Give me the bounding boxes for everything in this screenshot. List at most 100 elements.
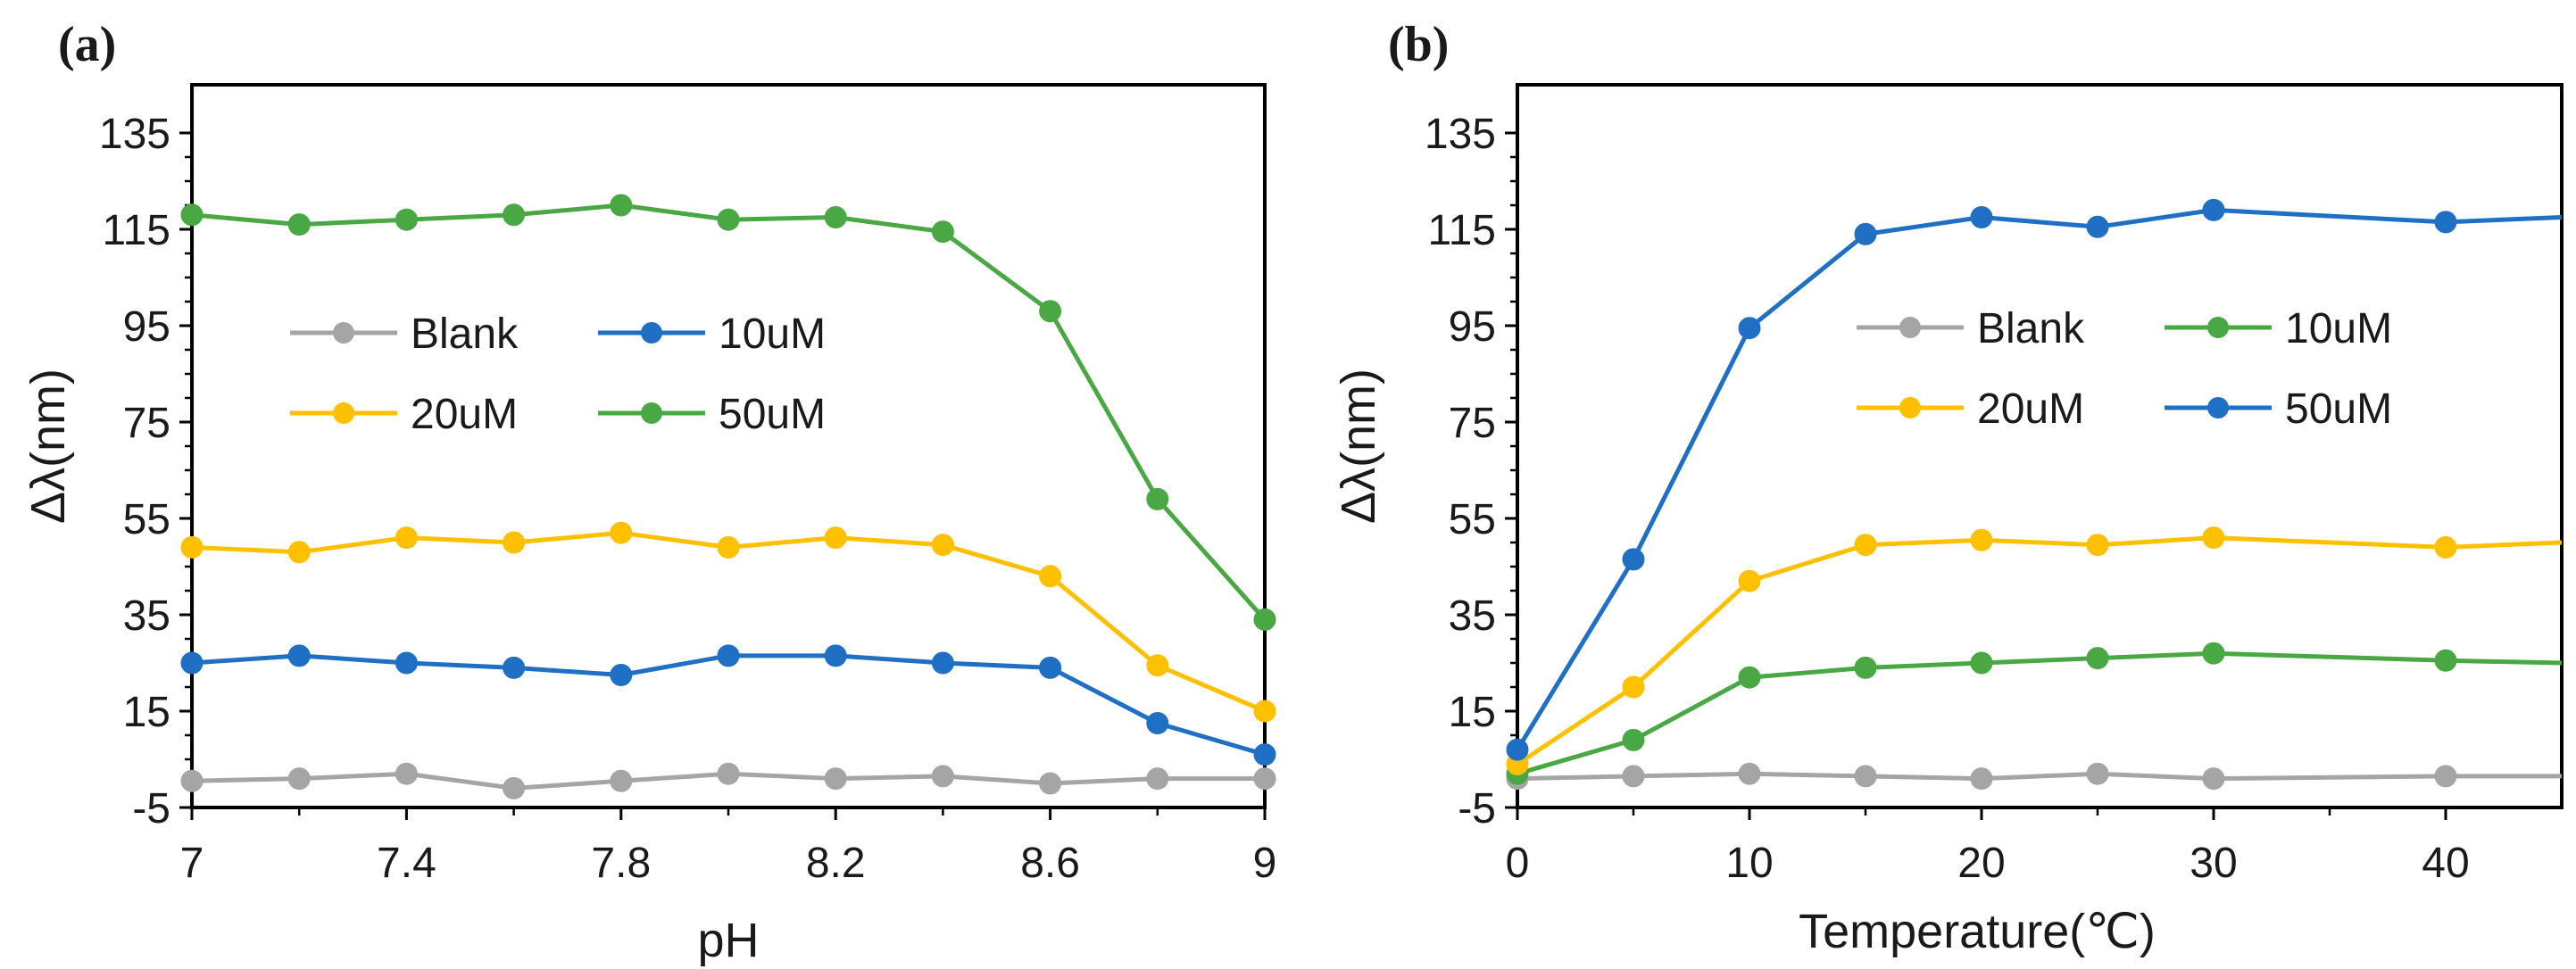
data-point [825,768,846,790]
legend-swatch-marker [2207,397,2229,418]
y-axis-title: Δλ(nm) [21,369,75,524]
data-point [825,527,846,549]
data-point [1507,739,1528,760]
legend-label: Blank [411,311,519,358]
data-point [395,652,417,674]
data-point [2435,536,2456,558]
data-point [1971,652,1992,674]
data-point [611,195,632,216]
data-point [288,214,310,236]
chart-panel-b: (b) -5 15 35 55 75 95 115 135 0 10 20 30 40 Temperatur… [1332,17,2562,958]
data-point [932,534,953,556]
y-tick-label: 95 [123,303,170,351]
data-point [2087,763,2108,784]
data-point [1040,773,1061,794]
x-tick-label: 40 [2422,840,2469,887]
y-tick-label: 135 [1425,111,1496,158]
data-point [1147,768,1168,790]
data-point [2203,527,2224,549]
panel-label: (a) [58,17,116,72]
data-point [181,770,203,791]
y-tick-label: 75 [1449,400,1496,447]
data-point [2087,216,2108,237]
legend-label: 50uM [2285,385,2392,433]
data-point [2203,642,2224,664]
data-point [288,645,310,667]
y-tick-label: 115 [1427,207,1496,254]
data-point [1040,301,1061,322]
data-point [932,652,953,674]
data-point [2203,768,2224,790]
legend-item-50um: 50uM [2165,385,2392,433]
data-point [1254,609,1276,630]
data-point [718,763,739,784]
data-point [1040,657,1061,678]
data-point [1040,566,1061,587]
x-tick-label: 9 [1253,840,1277,887]
y-tick-label: 55 [1449,496,1496,543]
y-tick-label: 55 [123,496,170,543]
data-point [611,770,632,791]
data-point [1855,657,1876,678]
data-point [718,209,739,230]
data-point [1971,529,1992,551]
series-line-10um [192,656,1265,755]
y-axis-title: Δλ(nm) [1332,369,1385,524]
x-tick-label: 10 [1725,840,1773,887]
data-point [932,221,953,243]
data-point [1971,768,1992,790]
panel-label: (b) [1388,17,1449,72]
x-tick-label: 20 [1957,840,2005,887]
data-point [611,522,632,543]
legend-swatch-marker [333,402,354,424]
data-point [1623,676,1644,698]
plot-frame [1517,85,2562,808]
data-point [1855,766,1876,787]
data-point [395,763,417,784]
data-point [1623,766,1644,787]
data-point [1623,729,1644,750]
x-tick-label: 7 [180,840,204,887]
data-point [1855,223,1876,244]
y-tick-label: 115 [102,207,170,254]
x-axis-title: Temperature(℃) [1799,905,2156,958]
legend-swatch-marker [1899,397,1921,418]
legend-swatch-marker [333,322,354,344]
data-point [503,204,525,226]
legend-label: 20uM [1977,385,2084,433]
legend-swatch-marker [641,322,662,344]
data-point [2087,648,2108,669]
data-point [1254,768,1276,790]
legend-item-10um: 10uM [598,311,826,358]
data-point [825,207,846,228]
data-point [1971,207,1992,228]
data-point [2435,766,2456,787]
series-line-20um [192,533,1265,711]
series-line-blank [1517,774,2562,778]
legend-item-blank: Blank [1857,305,2085,352]
data-point [1739,318,1760,339]
data-point [181,536,203,558]
x-tick-label: 30 [2190,840,2237,887]
y-tick-label: 15 [1449,689,1496,736]
series-line-20um [1517,538,2562,765]
legend-item-20um: 20uM [1857,385,2084,433]
x-tick-label: 7.4 [377,840,436,887]
series-line-50um [1517,210,2562,750]
data-point [2203,199,2224,220]
y-tick-label: 95 [1449,303,1496,351]
data-point [1739,570,1760,592]
legend-item-50um: 50uM [598,391,826,438]
data-point [825,645,846,667]
data-point [1739,667,1760,688]
data-point [718,645,739,667]
data-point [1623,549,1644,570]
legend-swatch-marker [1899,317,1921,338]
y-tick-label: -5 [1458,785,1496,832]
y-tick-label: -5 [132,785,170,832]
legend-swatch-marker [2207,317,2229,338]
data-point [1147,713,1168,734]
data-point [395,527,417,549]
data-point [2435,650,2456,671]
legend-label: 20uM [411,391,518,438]
